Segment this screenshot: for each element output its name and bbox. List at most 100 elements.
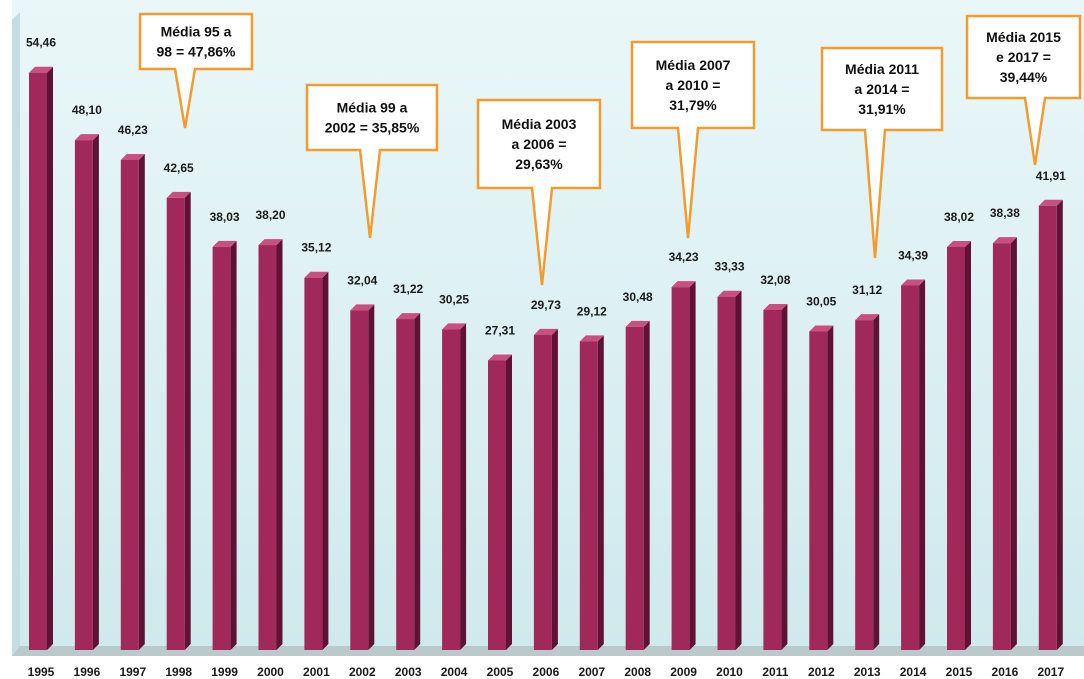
chart-left-wall	[12, 12, 20, 656]
bar-2012: 30,05	[806, 294, 837, 650]
callout-shape	[476, 98, 602, 286]
value-label: 48,10	[72, 103, 102, 117]
callout-text: 39,44%	[1000, 69, 1048, 85]
bar-2017: 41,91	[1036, 169, 1066, 650]
bar-2000: 38,20	[255, 208, 286, 650]
bar-top	[855, 314, 880, 321]
bar-front	[992, 243, 1011, 650]
bar-side	[551, 328, 558, 650]
x-tick-label: 2008	[624, 665, 651, 679]
bar-side	[597, 335, 604, 650]
bar-2001: 35,12	[301, 241, 332, 650]
x-tick-label: 1996	[74, 665, 101, 679]
callout-box: Média 99 a 2002 = 35,85%	[305, 83, 439, 239]
bar-top	[74, 134, 99, 141]
value-label: 32,04	[347, 273, 377, 287]
bar-top	[763, 303, 788, 310]
bar-front	[579, 341, 598, 650]
bar-top	[350, 304, 375, 311]
bar-side	[506, 354, 512, 650]
callout-text: Média 2003	[502, 116, 577, 132]
x-tick-label: 2000	[257, 665, 284, 679]
bar-2004: 30,25	[439, 292, 469, 650]
value-label: 27,31	[485, 324, 515, 338]
bar-2009: 34,23	[669, 250, 699, 650]
bar-front	[1038, 205, 1057, 650]
bar-top	[166, 191, 191, 198]
bar-front	[74, 140, 93, 650]
value-label: 34,39	[898, 248, 928, 262]
bar-2015: 38,02	[944, 210, 974, 650]
value-label: 46,23	[118, 123, 148, 137]
bar-2014: 34,39	[898, 248, 928, 650]
bar-side	[781, 303, 788, 650]
bar-2016: 38,38	[990, 206, 1020, 650]
bar-side	[414, 313, 421, 650]
x-tick-label: 1998	[165, 665, 192, 679]
bar-front	[304, 277, 323, 650]
x-tick-label: 2017	[1037, 665, 1064, 679]
bar-side	[689, 281, 696, 650]
bar-front	[488, 360, 506, 650]
callout-box: Média 2015 e 2017 = 39,44%	[965, 14, 1082, 166]
bar-top	[671, 281, 696, 288]
bar-top	[258, 239, 283, 246]
x-tick-label: 2013	[854, 665, 881, 679]
bar-top	[304, 271, 329, 278]
bar-side	[368, 304, 375, 650]
bar-front	[258, 245, 277, 650]
value-label: 42,65	[164, 161, 194, 175]
bar-top	[29, 66, 53, 73]
bar-front	[120, 159, 139, 650]
value-label: 30,48	[623, 290, 653, 304]
x-tick-label: 2004	[441, 665, 468, 679]
x-tick-label: 1999	[211, 665, 238, 679]
bar-front	[809, 331, 828, 650]
value-label: 38,03	[210, 210, 240, 224]
x-tick-label: 2007	[578, 665, 605, 679]
bar-1998: 42,65	[164, 161, 194, 650]
bar-1997: 46,23	[118, 123, 148, 650]
bar-front	[166, 197, 185, 650]
value-label: 31,12	[852, 283, 882, 297]
bar-side	[873, 314, 880, 650]
bar-top	[579, 335, 604, 342]
callout-text: 31,91%	[858, 101, 906, 117]
bar-front	[350, 310, 369, 650]
x-tick-label: 2010	[716, 665, 743, 679]
bar-front	[212, 246, 231, 650]
bar-side	[92, 134, 99, 650]
bar-front	[855, 320, 874, 650]
bar-front	[533, 334, 552, 650]
bar-top	[992, 237, 1017, 244]
callout-shape	[820, 46, 944, 259]
callout-shape	[630, 40, 756, 239]
bar-2007: 29,12	[577, 304, 607, 650]
bar-side	[460, 323, 467, 650]
value-label: 34,23	[669, 250, 699, 264]
bar-side	[919, 279, 926, 650]
callout-text: Média 99 a	[337, 100, 408, 116]
value-label: 41,91	[1036, 169, 1066, 183]
x-tick-label: 1997	[119, 665, 146, 679]
bar-side	[138, 153, 145, 650]
value-label: 29,73	[531, 298, 561, 312]
bar-side	[965, 240, 971, 650]
bar-front	[442, 329, 461, 650]
bar-front	[947, 246, 965, 650]
callout-shape	[305, 83, 439, 239]
bar-top	[442, 323, 467, 330]
bar-top	[717, 290, 742, 297]
callout-text: Média 2011	[845, 61, 919, 77]
bar-top	[809, 325, 834, 332]
bar-front	[29, 72, 47, 650]
value-label: 38,38	[990, 206, 1020, 220]
callout-shape	[138, 12, 254, 129]
bar-2002: 32,04	[347, 273, 378, 650]
bar-1995: 54,46	[26, 36, 56, 650]
value-label: 38,20	[255, 208, 285, 222]
x-tick-label: 2014	[900, 665, 927, 679]
bar-2013: 31,12	[852, 283, 883, 650]
bar-2008: 30,48	[623, 290, 653, 650]
